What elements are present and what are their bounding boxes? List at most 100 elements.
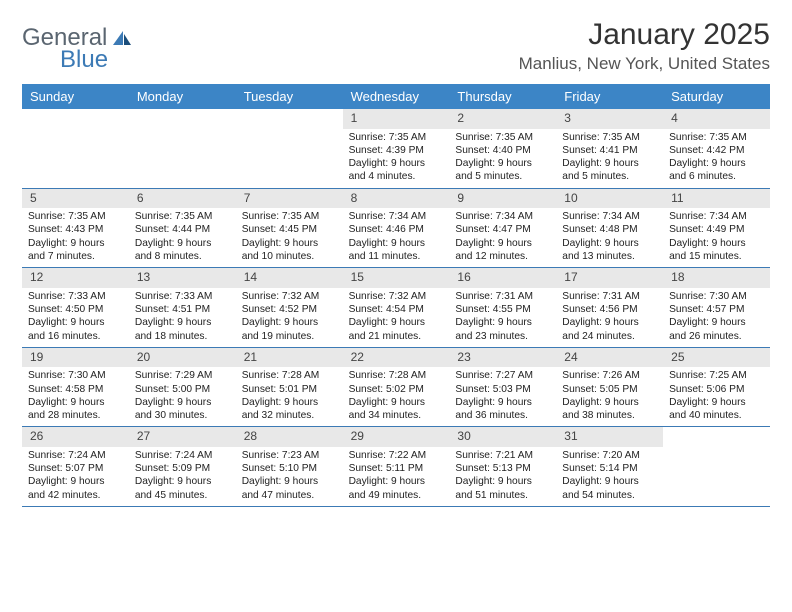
day-number: 3	[556, 109, 663, 129]
day-details: Sunrise: 7:24 AMSunset: 5:09 PMDaylight:…	[129, 447, 236, 506]
day-cell: 3Sunrise: 7:35 AMSunset: 4:41 PMDaylight…	[556, 109, 663, 188]
day-cell: 6Sunrise: 7:35 AMSunset: 4:44 PMDaylight…	[129, 189, 236, 268]
day-number: 22	[343, 348, 450, 368]
empty-cell	[663, 427, 770, 506]
day-cell: 5Sunrise: 7:35 AMSunset: 4:43 PMDaylight…	[22, 189, 129, 268]
day-number: 14	[236, 268, 343, 288]
day-details: Sunrise: 7:35 AMSunset: 4:41 PMDaylight:…	[556, 129, 663, 188]
day-details: Sunrise: 7:32 AMSunset: 4:52 PMDaylight:…	[236, 288, 343, 347]
day-number: 2	[449, 109, 556, 129]
location-subtitle: Manlius, New York, United States	[519, 54, 770, 74]
logo-text-blue: Blue	[60, 46, 108, 73]
day-number: 21	[236, 348, 343, 368]
day-header-cell: Saturday	[663, 84, 770, 109]
day-number: 31	[556, 427, 663, 447]
day-cell: 24Sunrise: 7:26 AMSunset: 5:05 PMDayligh…	[556, 348, 663, 427]
day-header-cell: Tuesday	[236, 84, 343, 109]
month-title: January 2025	[519, 18, 770, 52]
week-row: 12Sunrise: 7:33 AMSunset: 4:50 PMDayligh…	[22, 268, 770, 348]
day-number: 6	[129, 189, 236, 209]
day-details: Sunrise: 7:35 AMSunset: 4:44 PMDaylight:…	[129, 208, 236, 267]
day-details: Sunrise: 7:35 AMSunset: 4:40 PMDaylight:…	[449, 129, 556, 188]
day-details: Sunrise: 7:35 AMSunset: 4:45 PMDaylight:…	[236, 208, 343, 267]
day-cell: 22Sunrise: 7:28 AMSunset: 5:02 PMDayligh…	[343, 348, 450, 427]
day-cell: 26Sunrise: 7:24 AMSunset: 5:07 PMDayligh…	[22, 427, 129, 506]
empty-cell	[236, 109, 343, 188]
day-cell: 14Sunrise: 7:32 AMSunset: 4:52 PMDayligh…	[236, 268, 343, 347]
day-number: 13	[129, 268, 236, 288]
day-details: Sunrise: 7:32 AMSunset: 4:54 PMDaylight:…	[343, 288, 450, 347]
day-header-cell: Wednesday	[343, 84, 450, 109]
day-cell: 12Sunrise: 7:33 AMSunset: 4:50 PMDayligh…	[22, 268, 129, 347]
day-number: 1	[343, 109, 450, 129]
day-details: Sunrise: 7:31 AMSunset: 4:55 PMDaylight:…	[449, 288, 556, 347]
day-number: 17	[556, 268, 663, 288]
week-row: 1Sunrise: 7:35 AMSunset: 4:39 PMDaylight…	[22, 109, 770, 189]
day-cell: 20Sunrise: 7:29 AMSunset: 5:00 PMDayligh…	[129, 348, 236, 427]
day-cell: 16Sunrise: 7:31 AMSunset: 4:55 PMDayligh…	[449, 268, 556, 347]
calendar: SundayMondayTuesdayWednesdayThursdayFrid…	[22, 84, 770, 507]
day-cell: 7Sunrise: 7:35 AMSunset: 4:45 PMDaylight…	[236, 189, 343, 268]
day-details: Sunrise: 7:31 AMSunset: 4:56 PMDaylight:…	[556, 288, 663, 347]
day-number: 10	[556, 189, 663, 209]
day-cell: 2Sunrise: 7:35 AMSunset: 4:40 PMDaylight…	[449, 109, 556, 188]
day-details: Sunrise: 7:27 AMSunset: 5:03 PMDaylight:…	[449, 367, 556, 426]
day-details: Sunrise: 7:35 AMSunset: 4:39 PMDaylight:…	[343, 129, 450, 188]
day-header-cell: Monday	[129, 84, 236, 109]
logo-sail-icon	[111, 29, 133, 47]
day-cell: 28Sunrise: 7:23 AMSunset: 5:10 PMDayligh…	[236, 427, 343, 506]
day-details: Sunrise: 7:20 AMSunset: 5:14 PMDaylight:…	[556, 447, 663, 506]
day-cell: 27Sunrise: 7:24 AMSunset: 5:09 PMDayligh…	[129, 427, 236, 506]
empty-cell	[129, 109, 236, 188]
title-block: January 2025 Manlius, New York, United S…	[519, 18, 770, 74]
day-number: 5	[22, 189, 129, 209]
day-details: Sunrise: 7:30 AMSunset: 4:57 PMDaylight:…	[663, 288, 770, 347]
day-details: Sunrise: 7:34 AMSunset: 4:48 PMDaylight:…	[556, 208, 663, 267]
day-details: Sunrise: 7:24 AMSunset: 5:07 PMDaylight:…	[22, 447, 129, 506]
day-number: 12	[22, 268, 129, 288]
day-cell: 25Sunrise: 7:25 AMSunset: 5:06 PMDayligh…	[663, 348, 770, 427]
day-number: 4	[663, 109, 770, 129]
day-details: Sunrise: 7:23 AMSunset: 5:10 PMDaylight:…	[236, 447, 343, 506]
day-details: Sunrise: 7:30 AMSunset: 4:58 PMDaylight:…	[22, 367, 129, 426]
day-number: 11	[663, 189, 770, 209]
day-cell: 15Sunrise: 7:32 AMSunset: 4:54 PMDayligh…	[343, 268, 450, 347]
day-number: 19	[22, 348, 129, 368]
day-cell: 4Sunrise: 7:35 AMSunset: 4:42 PMDaylight…	[663, 109, 770, 188]
day-details: Sunrise: 7:34 AMSunset: 4:47 PMDaylight:…	[449, 208, 556, 267]
day-number: 18	[663, 268, 770, 288]
day-cell: 9Sunrise: 7:34 AMSunset: 4:47 PMDaylight…	[449, 189, 556, 268]
day-cell: 29Sunrise: 7:22 AMSunset: 5:11 PMDayligh…	[343, 427, 450, 506]
day-header-cell: Sunday	[22, 84, 129, 109]
day-details: Sunrise: 7:25 AMSunset: 5:06 PMDaylight:…	[663, 367, 770, 426]
day-number: 25	[663, 348, 770, 368]
day-header-row: SundayMondayTuesdayWednesdayThursdayFrid…	[22, 84, 770, 109]
day-number: 9	[449, 189, 556, 209]
day-number: 27	[129, 427, 236, 447]
day-cell: 30Sunrise: 7:21 AMSunset: 5:13 PMDayligh…	[449, 427, 556, 506]
day-cell: 17Sunrise: 7:31 AMSunset: 4:56 PMDayligh…	[556, 268, 663, 347]
empty-cell	[22, 109, 129, 188]
day-number: 16	[449, 268, 556, 288]
day-number: 26	[22, 427, 129, 447]
day-details: Sunrise: 7:21 AMSunset: 5:13 PMDaylight:…	[449, 447, 556, 506]
day-number: 24	[556, 348, 663, 368]
day-cell: 31Sunrise: 7:20 AMSunset: 5:14 PMDayligh…	[556, 427, 663, 506]
day-details: Sunrise: 7:33 AMSunset: 4:50 PMDaylight:…	[22, 288, 129, 347]
header: GeneralBlue January 2025 Manlius, New Yo…	[22, 18, 770, 74]
day-details: Sunrise: 7:28 AMSunset: 5:01 PMDaylight:…	[236, 367, 343, 426]
day-cell: 19Sunrise: 7:30 AMSunset: 4:58 PMDayligh…	[22, 348, 129, 427]
day-details: Sunrise: 7:34 AMSunset: 4:46 PMDaylight:…	[343, 208, 450, 267]
day-number: 8	[343, 189, 450, 209]
day-details: Sunrise: 7:29 AMSunset: 5:00 PMDaylight:…	[129, 367, 236, 426]
day-number: 28	[236, 427, 343, 447]
day-cell: 21Sunrise: 7:28 AMSunset: 5:01 PMDayligh…	[236, 348, 343, 427]
day-number: 30	[449, 427, 556, 447]
day-cell: 23Sunrise: 7:27 AMSunset: 5:03 PMDayligh…	[449, 348, 556, 427]
day-number: 29	[343, 427, 450, 447]
day-cell: 18Sunrise: 7:30 AMSunset: 4:57 PMDayligh…	[663, 268, 770, 347]
week-row: 19Sunrise: 7:30 AMSunset: 4:58 PMDayligh…	[22, 348, 770, 428]
day-number: 20	[129, 348, 236, 368]
day-cell: 1Sunrise: 7:35 AMSunset: 4:39 PMDaylight…	[343, 109, 450, 188]
day-details: Sunrise: 7:33 AMSunset: 4:51 PMDaylight:…	[129, 288, 236, 347]
